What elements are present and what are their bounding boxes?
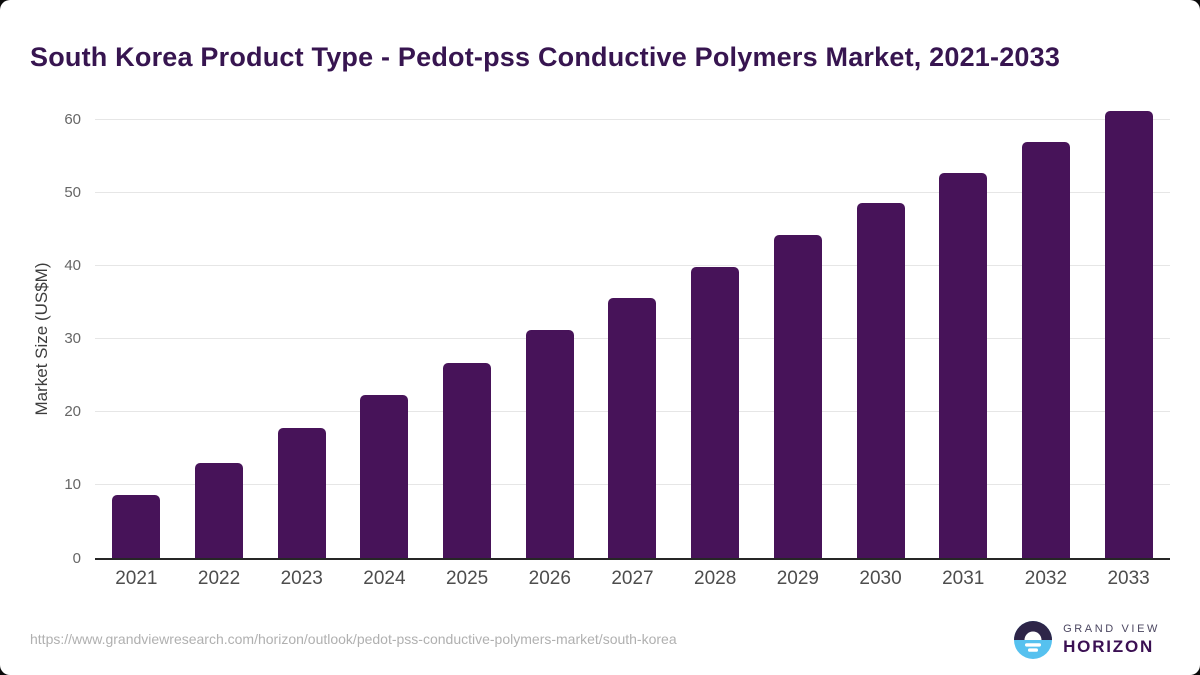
y-tick-label: 10 <box>64 476 81 493</box>
y-tick-label: 50 <box>64 184 81 201</box>
bar-2022[interactable] <box>195 463 244 558</box>
bar-cell <box>426 363 509 558</box>
x-tick-label-2031: 2031 <box>942 568 985 589</box>
plot-area: 0 10 20 30 40 50 60 <box>64 111 1170 566</box>
bar-2031[interactable] <box>939 173 988 558</box>
logo-brand-name: GRAND VIEW <box>1063 623 1160 635</box>
bar-2024[interactable] <box>360 395 409 558</box>
logo-product-name: HORIZON <box>1063 637 1155 656</box>
gridline <box>95 265 1170 266</box>
bar-2026[interactable] <box>525 330 574 558</box>
grand-view-horizon-logo: GRAND VIEW HORIZON <box>1013 620 1160 660</box>
bar-cell <box>508 330 591 558</box>
x-tick-label-2030: 2030 <box>859 568 902 589</box>
bar-2030[interactable] <box>856 203 905 558</box>
x-tick-label-2026: 2026 <box>528 568 571 589</box>
page-title: South Korea Product Type - Pedot-pss Con… <box>30 42 1061 73</box>
x-tick-label-2021: 2021 <box>115 568 158 589</box>
bar-2028[interactable] <box>691 266 740 558</box>
x-tick-label-2025: 2025 <box>445 568 489 589</box>
x-tick-label-2032: 2032 <box>1024 568 1068 589</box>
bar-cell <box>839 203 922 558</box>
x-tick-label-2023: 2023 <box>280 568 323 589</box>
bar-cell <box>178 463 261 558</box>
y-tick-label: 40 <box>64 257 81 274</box>
x-tick-label-2028: 2028 <box>694 568 737 589</box>
y-tick-label: 0 <box>72 550 81 567</box>
x-tick-label-2024: 2024 <box>363 568 406 589</box>
bar-2023[interactable] <box>277 428 326 558</box>
bar-2027[interactable] <box>608 298 657 558</box>
bar-cell <box>1005 141 1088 558</box>
bar-2025[interactable] <box>443 363 492 558</box>
y-tick-label: 30 <box>64 330 81 347</box>
bars-container <box>95 111 1170 558</box>
gridline <box>95 192 1170 193</box>
bar-cell <box>343 395 426 558</box>
x-tick-label-2022: 2022 <box>197 568 241 589</box>
x-axis-labels: 2021 2022 2023 2024 2025 2026 2027 2028 2029 2030… <box>95 568 1170 590</box>
y-tick-label: 20 <box>64 403 81 420</box>
horizon-sun-icon <box>1014 621 1053 659</box>
bar-cell <box>1087 111 1170 558</box>
source-url: https://www.grandviewresearch.com/horizo… <box>30 631 677 647</box>
bar-cell <box>591 298 674 558</box>
bar-cell <box>757 234 840 558</box>
bar-cell <box>674 266 757 558</box>
gridline <box>95 119 1170 120</box>
y-tick-label: 60 <box>64 111 81 128</box>
bar-cell <box>260 428 343 558</box>
logo-text: GRAND VIEW HORIZON <box>1063 623 1160 657</box>
bar-cell <box>922 173 1005 558</box>
bar-cell <box>95 495 178 558</box>
bar-2033[interactable] <box>1104 111 1153 558</box>
x-tick-label-2033: 2033 <box>1107 568 1150 589</box>
x-tick-label-2027: 2027 <box>611 568 654 589</box>
bar-2029[interactable] <box>773 234 822 558</box>
bar-2021[interactable] <box>112 495 161 558</box>
bar-2032[interactable] <box>1021 141 1070 558</box>
x-tick-label-2029: 2029 <box>776 568 819 589</box>
